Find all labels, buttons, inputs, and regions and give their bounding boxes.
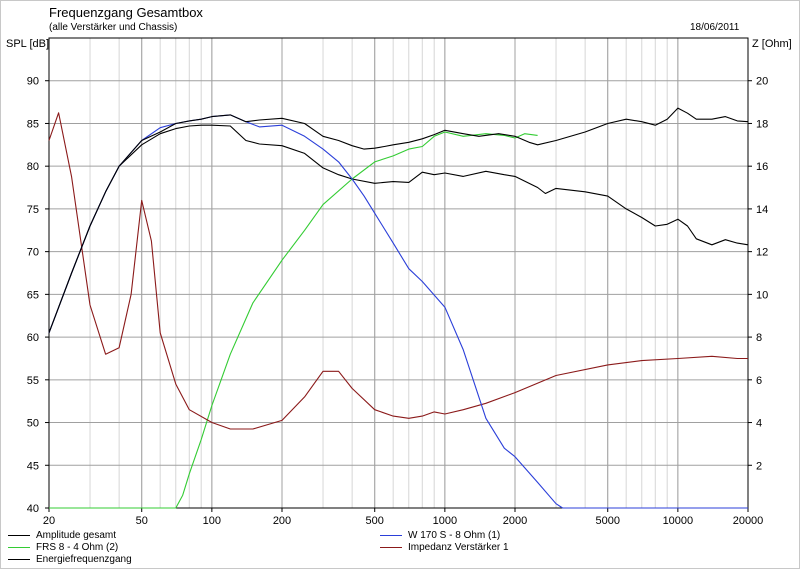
y-left-tick-label: 80 xyxy=(27,161,39,173)
series-line-impedanz-verst-rker-1 xyxy=(48,112,748,430)
y-right-tick-label: 10 xyxy=(756,289,768,301)
series-line-energiefrequenzgang xyxy=(48,124,749,333)
y-left-tick-label: 60 xyxy=(27,332,39,344)
x-tick-label: 5000 xyxy=(595,515,619,527)
x-tick-label: 50 xyxy=(136,515,148,527)
y-right-tick-label: 18 xyxy=(756,118,768,130)
y-right-tick-label: 2 xyxy=(756,460,762,472)
x-tick-label: 2000 xyxy=(503,515,527,527)
y-right-tick-label: 6 xyxy=(756,375,762,387)
y-right-tick-label: 12 xyxy=(756,247,768,259)
x-tick-label: 20000 xyxy=(733,515,764,527)
y-left-tick-label: 55 xyxy=(27,375,39,387)
y-left-tick-label: 65 xyxy=(27,289,39,301)
chart-date: 18/06/2011 xyxy=(690,22,740,33)
y-left-tick-label: 45 xyxy=(27,460,39,472)
x-tick-label: 200 xyxy=(273,515,291,527)
y-left-tick-label: 85 xyxy=(27,118,39,130)
series-line-w-170-s-8-ohm-1 xyxy=(48,114,748,509)
y-left-tick-label: 40 xyxy=(27,503,39,515)
y-right-tick-label: 14 xyxy=(756,204,768,216)
y-right-tick-label: 20 xyxy=(756,76,768,88)
series-line-amplitude-gesamt xyxy=(48,107,749,333)
y-left-tick-label: 75 xyxy=(27,204,39,216)
x-tick-label: 10000 xyxy=(663,515,694,527)
y-right-tick-label: 4 xyxy=(756,418,762,430)
x-tick-label: 500 xyxy=(366,515,384,527)
series-line-frs-8-4-ohm-2 xyxy=(49,131,538,509)
y-axis-left-label: SPL [dB] xyxy=(6,38,50,50)
y-left-tick-label: 50 xyxy=(27,418,39,430)
x-tick-label: 100 xyxy=(203,515,221,527)
y-left-tick-label: 90 xyxy=(27,76,39,88)
plot-background xyxy=(49,38,748,508)
y-right-tick-label: 16 xyxy=(756,161,768,173)
x-tick-label: 20 xyxy=(43,515,55,527)
y-left-tick-label: 70 xyxy=(27,247,39,259)
plot-border xyxy=(48,37,749,509)
y-right-tick-label: 8 xyxy=(756,332,762,344)
chart-subtitle: (alle Verstärker und Chassis) xyxy=(49,22,178,33)
y-axis-right-label: Z [Ohm] xyxy=(752,38,792,50)
x-tick-label: 1000 xyxy=(433,515,457,527)
chart-title: Frequenzgang Gesamtbox xyxy=(49,5,203,20)
